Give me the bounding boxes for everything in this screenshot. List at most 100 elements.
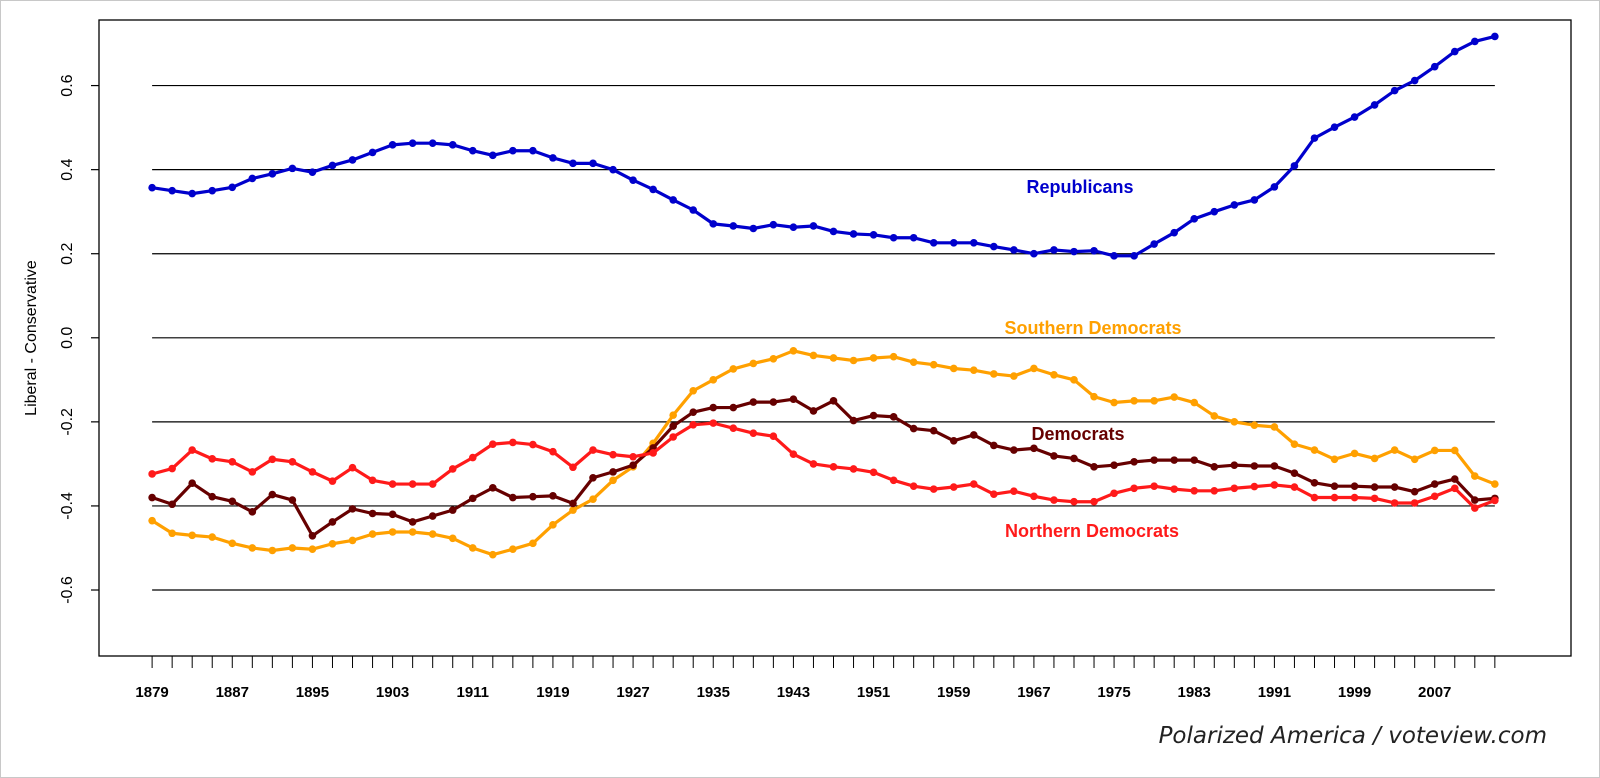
data-point (669, 411, 677, 419)
series-line (151, 349, 1496, 557)
data-point (569, 499, 577, 508)
data-point (1050, 370, 1058, 379)
data-point (1270, 462, 1279, 470)
data-point (949, 436, 958, 445)
data-point (148, 493, 156, 502)
data-point (408, 139, 417, 147)
data-point (1130, 252, 1138, 260)
data-point (1010, 372, 1018, 380)
data-point (1471, 504, 1479, 512)
data-point (829, 463, 838, 471)
data-point (468, 544, 477, 552)
data-point (849, 356, 858, 365)
data-point (248, 508, 257, 516)
data-point (348, 156, 357, 164)
data-point (1390, 483, 1399, 491)
y-tick-label: 0.6 (59, 74, 76, 96)
data-point (609, 165, 617, 174)
data-point (609, 450, 617, 459)
x-tick-label: 1983 (1178, 684, 1211, 701)
data-point (990, 490, 998, 498)
data-point (208, 492, 217, 501)
data-point (148, 516, 156, 525)
data-point (428, 530, 437, 538)
data-point (849, 465, 858, 473)
data-point (1070, 454, 1078, 463)
data-point (529, 440, 537, 449)
data-point (1190, 215, 1199, 223)
data-point (949, 238, 958, 247)
data-point (909, 482, 918, 490)
data-point (448, 506, 457, 514)
data-point (1350, 493, 1359, 502)
data-point (1150, 397, 1158, 405)
data-point (689, 386, 698, 395)
x-tick-label: 1999 (1338, 684, 1371, 701)
data-point (990, 370, 998, 378)
data-point (509, 493, 517, 502)
data-point (408, 528, 417, 536)
y-axis: 0.6 0.4 0.2 0.0 -0.2 -0.4 -0.6 (59, 74, 99, 604)
data-point (629, 452, 637, 461)
data-point (428, 480, 437, 488)
data-point (268, 490, 277, 499)
data-point (1230, 201, 1239, 209)
data-point (849, 416, 858, 425)
data-point (889, 352, 898, 361)
data-point (1471, 472, 1479, 480)
data-point (1110, 461, 1118, 469)
data-point (1430, 480, 1439, 488)
data-point (1010, 246, 1018, 254)
data-point (288, 457, 297, 466)
data-point (549, 154, 557, 162)
data-point (889, 233, 898, 242)
data-point (1410, 499, 1419, 507)
gridlines (152, 84, 1495, 591)
data-point (288, 544, 297, 552)
data-point (669, 433, 677, 441)
y-tick-label: 0.0 (59, 327, 76, 349)
data-point (288, 164, 297, 173)
data-point (1090, 497, 1098, 506)
data-point (1430, 492, 1439, 501)
data-point (1150, 456, 1158, 464)
data-point (869, 231, 878, 239)
data-point (809, 407, 818, 415)
data-point (669, 422, 677, 430)
data-point (990, 242, 998, 251)
data-point (1270, 423, 1279, 431)
data-point (1410, 455, 1419, 464)
data-point (789, 223, 798, 232)
data-point (368, 530, 377, 538)
x-tick-label: 1935 (697, 684, 730, 701)
data-point (1070, 497, 1078, 506)
data-point (1190, 398, 1199, 407)
data-point (1130, 484, 1138, 493)
series-label: Democrats (1031, 424, 1124, 444)
data-point (1390, 446, 1399, 454)
data-point (589, 473, 597, 482)
series-southern-democrats (148, 347, 1499, 559)
data-point (809, 222, 818, 230)
x-tick-label: 1887 (216, 684, 249, 701)
data-point (1110, 489, 1118, 498)
data-point (589, 159, 597, 168)
data-point (1290, 440, 1299, 448)
data-point (749, 359, 758, 368)
data-point (448, 534, 457, 543)
data-point (188, 479, 196, 488)
y-tick-label: 0.2 (59, 242, 76, 264)
data-point (549, 492, 557, 500)
data-point (829, 354, 838, 362)
data-point (809, 351, 818, 360)
data-point (248, 544, 257, 552)
data-point (1390, 499, 1399, 507)
data-point (929, 238, 938, 247)
data-point (909, 233, 918, 242)
data-point (1190, 456, 1199, 464)
data-point (489, 484, 497, 492)
data-point (1390, 86, 1399, 95)
data-point (929, 426, 938, 435)
data-point (308, 531, 317, 540)
